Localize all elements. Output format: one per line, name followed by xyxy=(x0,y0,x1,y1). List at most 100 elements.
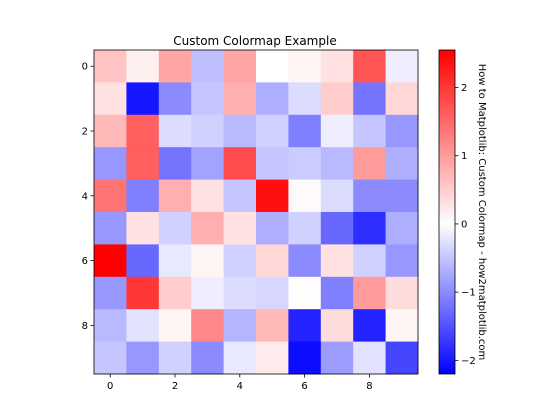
heatmap-cell xyxy=(191,50,224,83)
heatmap-cell xyxy=(158,114,192,148)
heatmap-cell xyxy=(288,244,322,278)
heatmap-cell xyxy=(94,341,127,375)
heatmap-cell xyxy=(320,244,354,278)
heatmap-cell xyxy=(320,341,354,375)
colorbar-tick-label: 1 xyxy=(461,151,467,162)
heatmap-cell xyxy=(94,50,127,83)
x-tick-label: 2 xyxy=(172,381,178,392)
heatmap-cell xyxy=(158,179,192,213)
heatmap-cell xyxy=(158,147,192,180)
heatmap-cell xyxy=(191,276,224,310)
y-axis: 0 2 4 6 8 xyxy=(82,62,94,332)
heatmap-cell xyxy=(288,276,322,310)
heatmap-cell xyxy=(94,212,127,245)
heatmap-cell xyxy=(288,147,322,180)
heatmap-cell xyxy=(256,244,289,278)
colorbar-axis: −2 −1 0 1 2 xyxy=(455,83,476,367)
heatmap-cell xyxy=(126,276,160,310)
colorbar-label: How to Matplotlib: Custom Colormap - how… xyxy=(476,64,487,361)
heatmap-cell xyxy=(191,82,224,116)
chart-title: Custom Colormap Example xyxy=(173,34,336,48)
x-tick-label: 0 xyxy=(107,381,113,392)
heatmap-cell xyxy=(353,179,386,213)
heatmap-cell xyxy=(320,50,354,83)
heatmap-cell xyxy=(94,114,127,148)
heatmap-cell xyxy=(353,341,386,375)
heatmap-cell xyxy=(385,341,419,375)
x-tick-label: 6 xyxy=(301,381,307,392)
heatmap-cell xyxy=(191,179,224,213)
heatmap-cell xyxy=(256,212,289,245)
heatmap-cell xyxy=(126,147,160,180)
heatmap-cell xyxy=(158,212,192,245)
heatmap-cells xyxy=(94,50,419,375)
heatmap-cell xyxy=(256,114,289,148)
heatmap-cell xyxy=(385,147,419,180)
heatmap-cell xyxy=(126,82,160,116)
heatmap-cell xyxy=(288,212,322,245)
heatmap-cell xyxy=(256,82,289,116)
heatmap-cell xyxy=(353,212,386,245)
heatmap-cell xyxy=(353,114,386,148)
heatmap-cell xyxy=(256,147,289,180)
heatmap-cell xyxy=(223,147,257,180)
heatmap-cell xyxy=(385,212,419,245)
y-tick-label: 6 xyxy=(82,256,88,267)
heatmap-cell xyxy=(126,309,160,342)
heatmap-cell xyxy=(191,212,224,245)
heatmap-cell xyxy=(288,179,322,213)
heatmap-cell xyxy=(385,114,419,148)
heatmap-cell xyxy=(256,276,289,310)
y-tick-label: 0 xyxy=(82,62,88,73)
heatmap-cell xyxy=(223,212,257,245)
heatmap-cell xyxy=(94,82,127,116)
heatmap-cell xyxy=(191,114,224,148)
heatmap-cell xyxy=(385,50,419,83)
heatmap-cell xyxy=(320,276,354,310)
heatmap-cell xyxy=(94,309,127,342)
heatmap-cell xyxy=(288,341,322,375)
heatmap-cell xyxy=(320,82,354,116)
heatmap-cell xyxy=(94,276,127,310)
y-tick-label: 2 xyxy=(82,127,88,138)
y-tick-label: 4 xyxy=(82,191,88,202)
heatmap-cell xyxy=(288,114,322,148)
heatmap-cell xyxy=(385,276,419,310)
heatmap-cell xyxy=(320,147,354,180)
colorbar-tick-label: 0 xyxy=(461,219,467,230)
heatmap-cell xyxy=(288,50,322,83)
colorbar-tick-label: −2 xyxy=(461,356,476,367)
x-tick-label: 8 xyxy=(366,381,372,392)
heatmap-cell xyxy=(158,244,192,278)
heatmap-cell xyxy=(353,276,386,310)
heatmap-cell xyxy=(385,179,419,213)
heatmap-cell xyxy=(158,82,192,116)
heatmap-cell xyxy=(320,309,354,342)
x-axis: 0 2 4 6 8 xyxy=(107,374,373,392)
heatmap-cell xyxy=(288,309,322,342)
heatmap-cell xyxy=(320,114,354,148)
heatmap-cell xyxy=(126,50,160,83)
heatmap-cell xyxy=(256,309,289,342)
heatmap-cell xyxy=(223,244,257,278)
heatmap-cell xyxy=(94,244,127,278)
heatmap-cell xyxy=(126,341,160,375)
heatmap-cell xyxy=(353,50,386,83)
heatmap-cell xyxy=(320,179,354,213)
heatmap-cell xyxy=(353,244,386,278)
colorbar xyxy=(438,49,456,375)
heatmap-cell xyxy=(126,179,160,213)
heatmap-cell xyxy=(288,82,322,116)
x-tick-label: 4 xyxy=(237,381,243,392)
heatmap-cell xyxy=(385,82,419,116)
heatmap-cell xyxy=(191,244,224,278)
heatmap-cell xyxy=(385,244,419,278)
heatmap-cell xyxy=(353,309,386,342)
colorbar-tick-label: 2 xyxy=(461,83,467,94)
heatmap-cell xyxy=(256,179,289,213)
heatmap-cell xyxy=(223,341,257,375)
heatmap-cell xyxy=(158,50,192,83)
heatmap-cell xyxy=(223,114,257,148)
heatmap-cell xyxy=(223,179,257,213)
